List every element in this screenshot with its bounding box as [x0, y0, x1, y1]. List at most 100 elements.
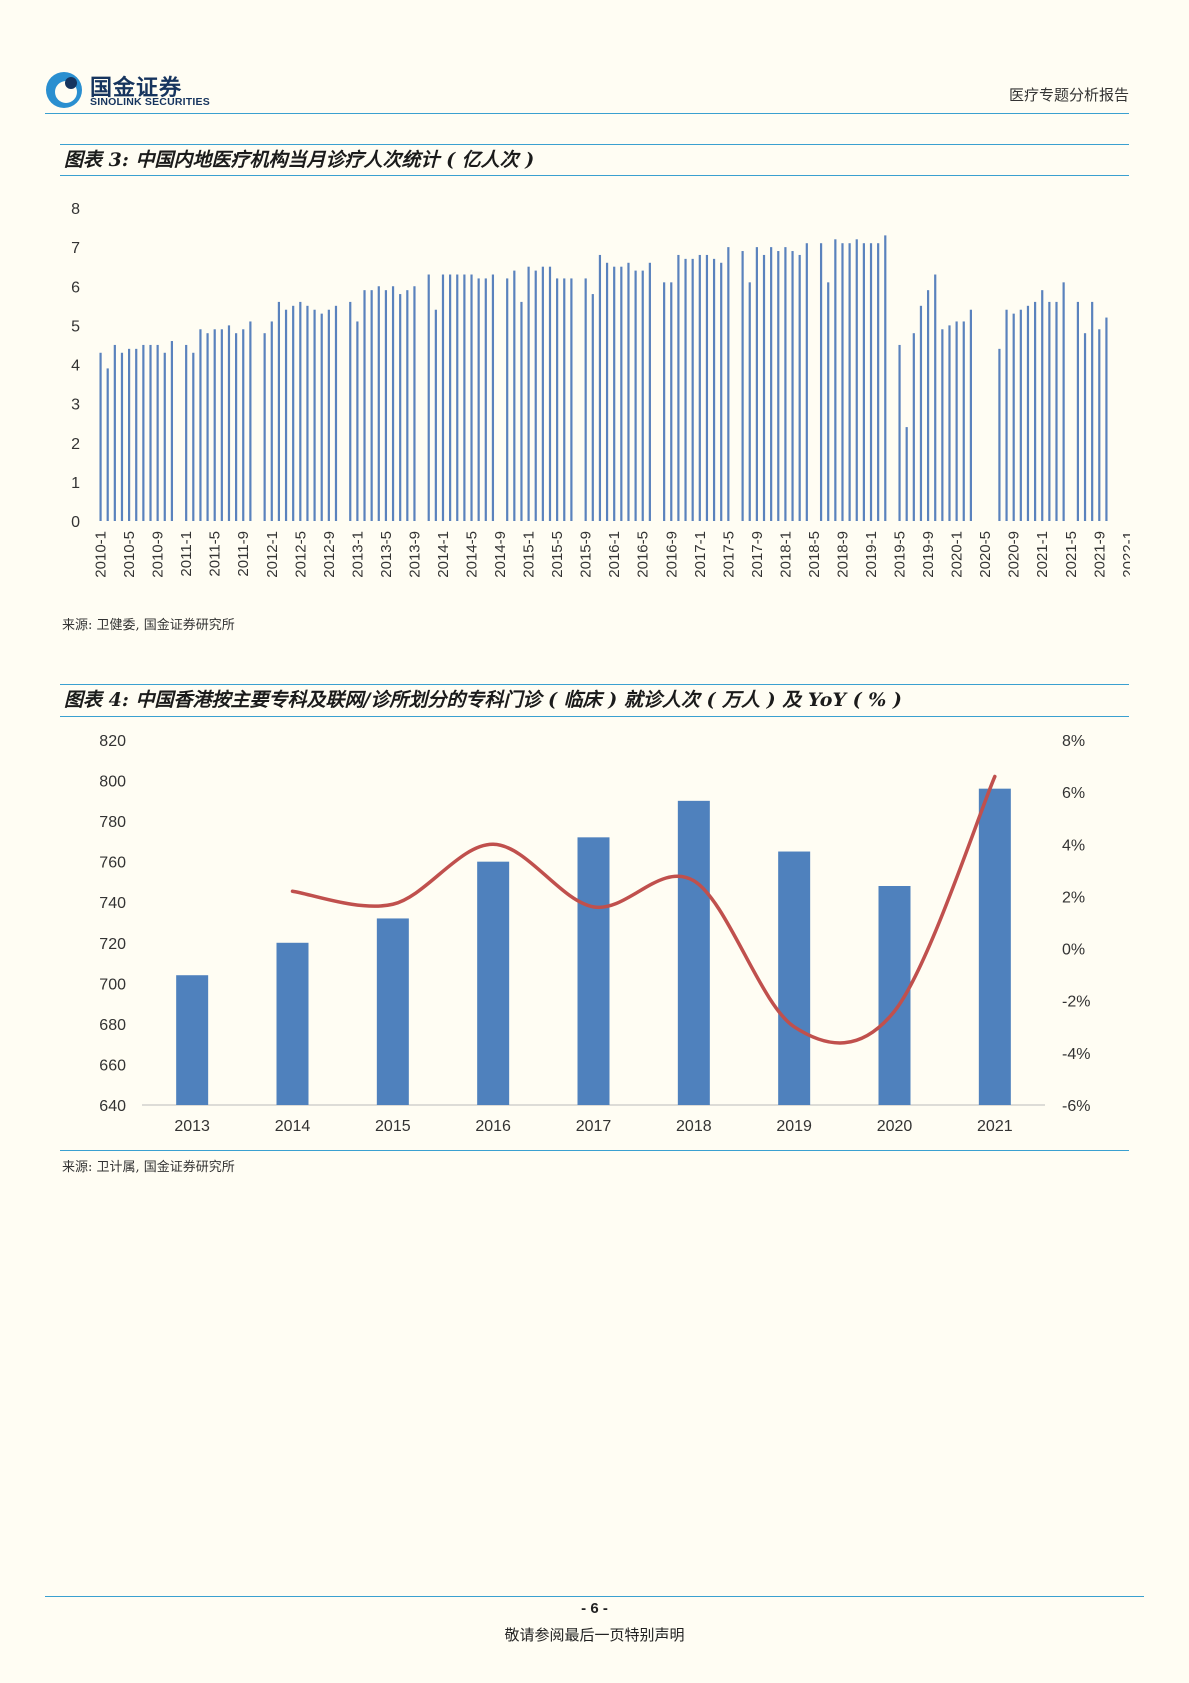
bar	[506, 278, 509, 521]
bar	[1026, 305, 1030, 521]
bar	[663, 282, 666, 521]
bar	[727, 247, 730, 521]
x-tick-label: 2020-9	[1006, 531, 1023, 578]
bar	[235, 333, 238, 521]
fig4-chart: 640 660 680 700 720 740 760 780 800 820 -6% -4% -2% 0…	[99, 733, 1090, 1135]
bar	[563, 278, 566, 521]
x-tick-label: 2017-1	[692, 531, 709, 578]
bar	[777, 251, 780, 521]
y-tick-label: 6	[71, 279, 80, 296]
x-tick-label: 2017	[576, 1118, 612, 1135]
bar	[463, 274, 466, 521]
y-left-tick-label: 680	[99, 1017, 126, 1034]
bar	[384, 290, 388, 521]
y-left-tick-label: 720	[99, 936, 126, 953]
bar	[605, 262, 609, 521]
y-right-tick-label: 0%	[1062, 942, 1085, 959]
bar	[827, 282, 830, 521]
bar	[135, 348, 138, 521]
fig3-title-rule	[60, 175, 1129, 176]
bar	[399, 294, 402, 521]
bar	[698, 254, 701, 521]
bar	[242, 329, 245, 521]
y-left-tick-label: 760	[99, 855, 126, 872]
bar	[306, 305, 309, 521]
y-tick-label: 3	[71, 397, 80, 414]
bar	[192, 352, 195, 521]
bar	[691, 258, 694, 521]
bar	[784, 247, 787, 521]
x-tick-label: 2013-9	[406, 531, 423, 578]
bar	[1105, 317, 1108, 521]
x-tick-label: 2016-9	[663, 531, 680, 578]
x-tick-label: 2019-1	[863, 531, 880, 578]
x-tick-label: 2010-1	[93, 531, 110, 578]
fig3-source: 来源: 卫健委, 国金证券研究所	[62, 618, 235, 633]
x-tick-label: 2020-1	[949, 531, 966, 578]
y-left-tick-label: 780	[99, 814, 126, 831]
bar	[441, 274, 445, 521]
y-left-tick-label: 700	[99, 976, 126, 993]
bar	[591, 294, 594, 521]
bar	[720, 262, 723, 521]
x-tick-label: 2015-9	[578, 531, 595, 578]
bar	[978, 788, 1011, 1105]
y-left-tick-label: 640	[99, 1098, 126, 1115]
x-tick-label: 2016-5	[635, 531, 652, 578]
x-tick-label: 2010-5	[121, 531, 138, 578]
report-type: 医疗专题分析报告	[1008, 86, 1129, 104]
y-right-tick-label: 8%	[1062, 733, 1085, 750]
bar	[898, 344, 901, 521]
bar	[120, 352, 124, 521]
x-tick-label: 2010-9	[150, 531, 167, 578]
y-tick-label: 5	[71, 318, 80, 335]
bar	[677, 800, 710, 1105]
bar	[276, 942, 309, 1105]
x-tick-label: 2013-1	[349, 531, 366, 578]
bar	[206, 333, 209, 521]
bar	[284, 309, 288, 521]
bar	[449, 274, 452, 521]
bar	[598, 254, 602, 521]
bar	[149, 344, 152, 521]
bar	[292, 305, 295, 521]
x-tick-label: 2016	[475, 1118, 511, 1135]
bar	[213, 329, 216, 521]
bar	[641, 270, 644, 521]
bar	[805, 243, 808, 521]
bar	[220, 329, 223, 521]
y-tick-label: 1	[71, 475, 80, 492]
y-right-tick-label: -2%	[1062, 994, 1090, 1011]
bar	[841, 243, 844, 521]
y-tick-label: 4	[71, 358, 80, 375]
bar	[577, 837, 610, 1105]
bar	[299, 301, 302, 521]
fig4-bottom-rule	[60, 1150, 1129, 1151]
fig3-top-rule	[60, 144, 1129, 145]
x-tick-label: 2015-5	[549, 531, 566, 578]
bar	[491, 274, 495, 521]
bar	[791, 251, 794, 521]
bar	[798, 254, 801, 521]
bar	[1005, 309, 1008, 521]
bar	[513, 270, 516, 521]
yoy-line	[290, 774, 997, 1045]
bar	[406, 290, 409, 521]
x-tick-label: 2022-1	[1120, 531, 1130, 578]
x-tick-label: 2016-1	[606, 531, 623, 578]
bar	[427, 274, 430, 521]
bar	[477, 278, 480, 521]
y-tick-label: 8	[71, 201, 80, 218]
bar	[163, 352, 166, 521]
bar	[99, 352, 102, 521]
bar	[778, 851, 811, 1105]
y-left-tick-label: 660	[99, 1057, 126, 1074]
bar	[705, 254, 709, 521]
fig4-title: 图表 4: 中国香港按主要专科及联网/诊所划分的专科门诊 ( 临床 ) 就诊人次…	[64, 689, 902, 711]
bar	[434, 309, 437, 521]
bar	[327, 309, 330, 521]
x-tick-label: 2014-9	[492, 531, 509, 578]
bar	[1019, 309, 1022, 521]
bar	[770, 247, 773, 521]
bar	[520, 301, 523, 521]
